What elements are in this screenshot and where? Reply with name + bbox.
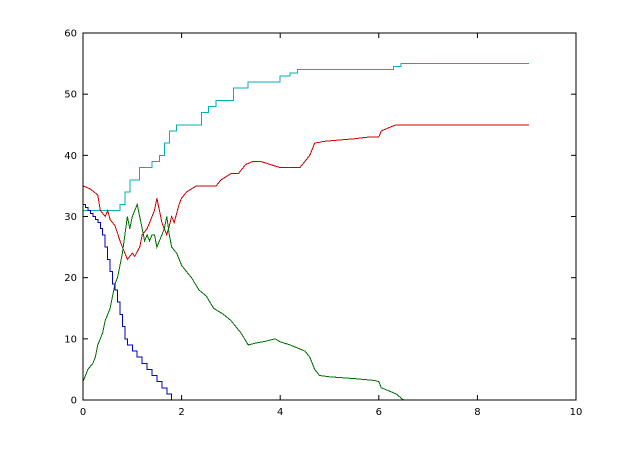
tick-layer <box>82 32 577 401</box>
series-line-2 <box>82 124 530 261</box>
x-tick-label: 0 <box>80 407 86 418</box>
y-tick-label: 60 <box>64 29 77 40</box>
series-layer <box>82 63 530 401</box>
series-line-1 <box>83 63 530 211</box>
y-tick-label: 20 <box>64 273 77 284</box>
y-tick-label: 50 <box>64 90 77 101</box>
x-tick-label: 10 <box>570 407 583 418</box>
y-tick-label: 10 <box>64 334 77 345</box>
tick-label-layer: 0 2 4 6 8 10 0 10 20 30 40 50 60 <box>64 29 582 419</box>
x-tick-label: 2 <box>178 407 184 418</box>
series-line-4 <box>83 203 404 401</box>
x-tick-label: 4 <box>277 407 283 418</box>
x-tick-label: 8 <box>474 407 480 418</box>
series-line-3 <box>82 202 530 401</box>
x-tick-label: 6 <box>376 407 382 418</box>
y-tick-label: 0 <box>71 396 77 407</box>
y-tick-label: 40 <box>64 151 77 162</box>
y-tick-label: 30 <box>64 212 77 223</box>
